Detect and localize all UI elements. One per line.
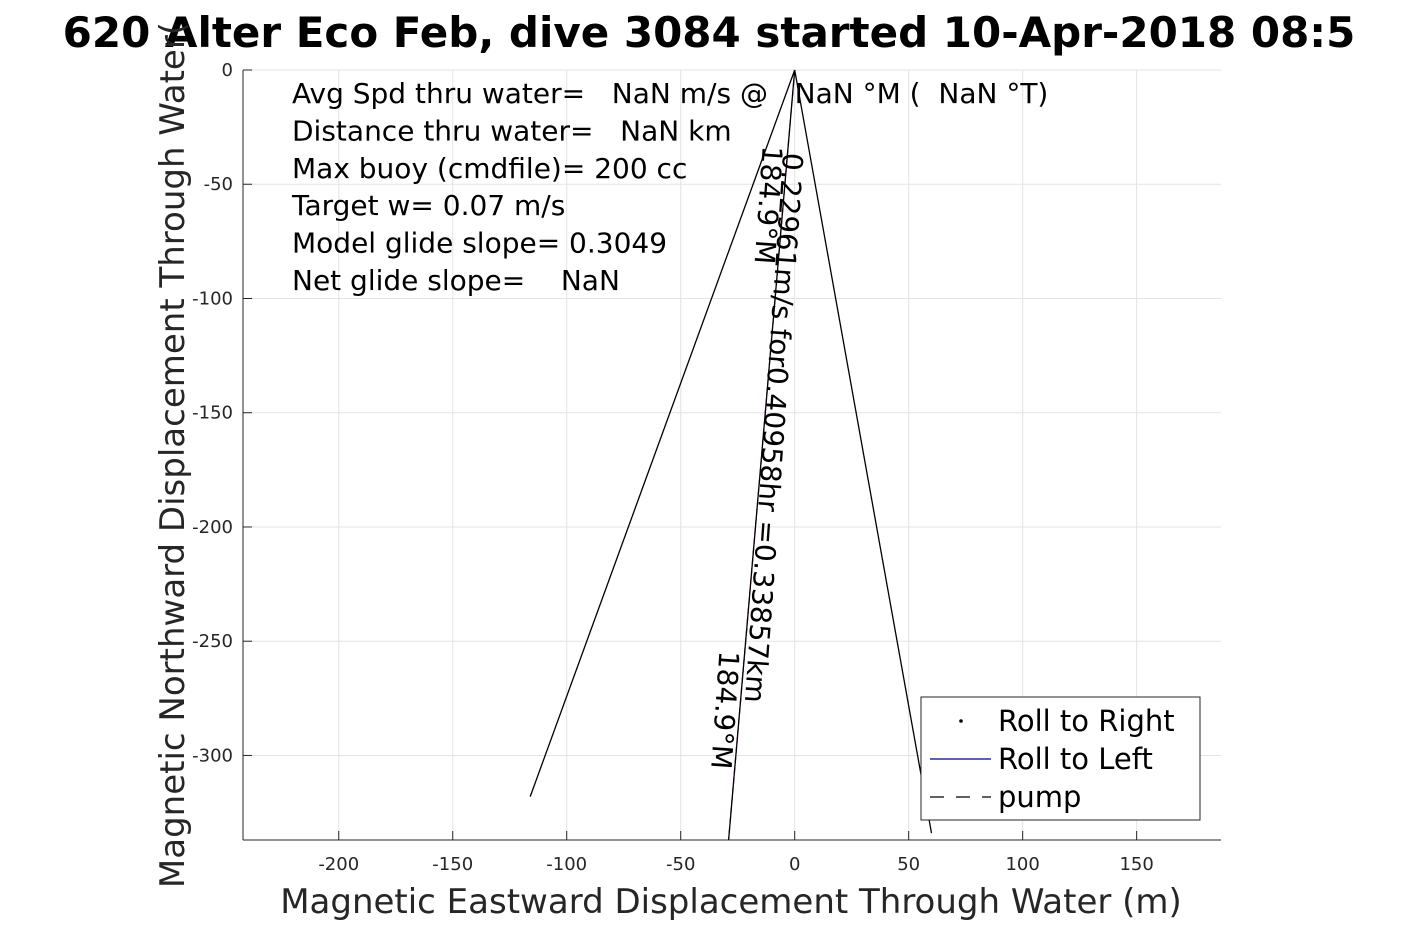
info-line: Net glide slope= NaN [292, 264, 620, 297]
info-line: Model glide slope= 0.3049 [292, 227, 667, 260]
series-line-2 [794, 69, 933, 834]
series-line-1 [529, 69, 796, 797]
info-line: Avg Spd thru water= NaN m/s @ NaN °M ( N… [292, 77, 1048, 110]
y-tick-label: -150 [192, 403, 233, 424]
x-tick-label: -150 [432, 854, 473, 875]
x-axis-label: Magnetic Eastward Displacement Through W… [280, 882, 1182, 922]
info-line: Distance thru water= NaN km [292, 114, 732, 147]
track-annotation: 184.9°M [748, 145, 789, 265]
track-annotation: 184.9°M [704, 650, 745, 770]
info-line: Max buoy (cmdfile)= 200 cc [292, 152, 687, 185]
legend-label: pump [998, 780, 1081, 814]
legend: Roll to Right Roll to Left pump [920, 696, 1201, 821]
info-line: Target w= 0.07 m/s [291, 189, 565, 222]
grid [243, 69, 1221, 840]
y-axis-label: Magnetic Northward Displacement Through … [153, 22, 193, 888]
x-tick-label: -100 [546, 854, 587, 875]
x-tick-label: 50 [897, 854, 920, 875]
x-tick-label: -200 [318, 854, 359, 875]
x-tick-label: 100 [1005, 854, 1039, 875]
x-tick-label: 150 [1119, 854, 1153, 875]
annotations: 0.22961m/s for0.40958hr =0.33857km184.9°… [704, 145, 809, 770]
series-line-4 [727, 69, 796, 841]
legend-label: Roll to Left [998, 742, 1153, 776]
x-tick-label: -50 [666, 854, 695, 875]
axes [242, 69, 1221, 841]
legend-marker-dot [959, 719, 963, 723]
y-tick-label: -50 [204, 174, 233, 195]
info-text-block: Avg Spd thru water= NaN m/s @ NaN °M ( N… [291, 77, 1048, 297]
series-group [529, 69, 933, 841]
y-tick-label: -300 [192, 745, 233, 766]
y-tick-label: 0 [222, 60, 233, 81]
x-tick-label: 0 [789, 854, 800, 875]
chart-title: 620 Alter Eco Feb, dive 3084 started 10-… [63, 8, 1356, 57]
y-tick-label: -250 [192, 631, 233, 652]
legend-label: Roll to Right [998, 704, 1175, 738]
y-tick-label: -100 [192, 288, 233, 309]
tick-labels: -200 -150 -100 -50 0 50 100 150 0 -50 -100 -150 -200… [192, 60, 1154, 875]
y-tick-label: -200 [192, 517, 233, 538]
